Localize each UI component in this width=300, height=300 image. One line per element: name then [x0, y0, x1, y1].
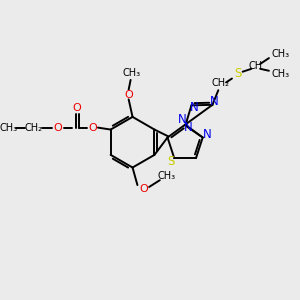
Text: N: N [210, 95, 219, 108]
Text: O: O [54, 123, 62, 133]
Text: O: O [139, 184, 148, 194]
Text: N: N [190, 101, 199, 114]
Text: CH₃: CH₃ [122, 68, 141, 78]
Text: CH: CH [248, 61, 262, 71]
Text: CH₃: CH₃ [272, 69, 290, 79]
Text: O: O [89, 123, 98, 133]
Text: O: O [72, 103, 81, 113]
Text: S: S [168, 154, 175, 168]
Text: CH₃: CH₃ [272, 49, 290, 59]
Text: CH₃: CH₃ [158, 171, 176, 181]
Text: O: O [124, 89, 133, 100]
Text: N: N [178, 113, 187, 126]
Text: CH₂: CH₂ [25, 123, 43, 133]
Text: CH₃: CH₃ [0, 123, 17, 133]
Text: S: S [234, 67, 242, 80]
Text: N: N [184, 121, 193, 134]
Text: CH₂: CH₂ [211, 78, 229, 88]
Text: N: N [203, 128, 212, 141]
